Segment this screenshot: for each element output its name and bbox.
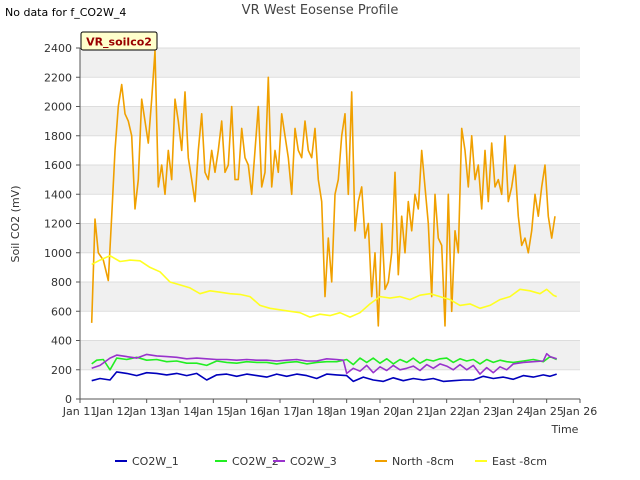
- series-line-co2w-3: [91, 352, 557, 375]
- x-tick-label: Jan 19: [328, 405, 363, 418]
- x-tick-label: Jan 26: [562, 405, 597, 418]
- legend: CO2W_1 CO2W_2 CO2W_3 North -8cm East -8cm: [115, 455, 547, 468]
- x-axis-label: Time: [551, 423, 579, 436]
- x-tick-label: Jan 13: [128, 405, 163, 418]
- plot-band: [80, 282, 580, 312]
- series-line-co2w-1: [91, 371, 557, 383]
- x-tick-label: Jan 25: [528, 405, 563, 418]
- site-label-box: VR_soilco2: [80, 31, 158, 51]
- y-tick-label: 200: [51, 364, 72, 377]
- y-tick-labels: 0 200 400 600 800 1000 1200 1400 1600 1800 2000 220…: [44, 42, 80, 406]
- x-tick-label: Jan 14: [162, 405, 197, 418]
- y-tick-label: 2400: [44, 42, 72, 55]
- legend-label: North -8cm: [392, 455, 454, 468]
- plot-band: [80, 48, 580, 78]
- y-tick-label: 600: [51, 305, 72, 318]
- x-tick-label: Jan 22: [428, 405, 463, 418]
- y-tick-label: 2200: [44, 71, 72, 84]
- x-tick-label: Jan 17: [262, 405, 297, 418]
- y-tick-label: 1800: [44, 130, 72, 143]
- plot-band: [80, 165, 580, 195]
- plot-band: [80, 223, 580, 253]
- x-tick-label: Jan 15: [195, 405, 230, 418]
- series-line-north-8cm: [90, 50, 556, 327]
- plot-bands: [80, 48, 580, 370]
- x-tick-label: Jan 21: [395, 405, 430, 418]
- x-tick-label: Jan 20: [362, 405, 397, 418]
- y-axis-label: Soil CO2 (mV): [9, 186, 22, 263]
- legend-label: East -8cm: [492, 455, 547, 468]
- x-tick-label: Jan 16: [228, 405, 263, 418]
- y-tick-label: 0: [65, 393, 72, 406]
- legend-label: CO2W_3: [290, 455, 337, 468]
- site-label-text: VR_soilco2: [86, 36, 152, 49]
- series-line-co2w-2: [91, 355, 558, 371]
- series-layer: [90, 50, 558, 383]
- plot-band: [80, 340, 580, 370]
- x-tick-label: Jan 18: [295, 405, 330, 418]
- y-tick-label: 1600: [44, 159, 72, 172]
- x-tick-label: Jan 23: [462, 405, 497, 418]
- y-tick-label: 400: [51, 335, 72, 348]
- x-tick-label: Jan 12: [95, 405, 130, 418]
- y-tick-label: 2000: [44, 101, 72, 114]
- chart-title: VR West Eosense Profile: [241, 3, 399, 18]
- x-tick-label: Jan 11: [62, 405, 97, 418]
- series-line-east-8cm: [91, 254, 558, 318]
- x-tick-label: Jan 24: [495, 405, 530, 418]
- y-tick-label: 1400: [44, 188, 72, 201]
- legend-label: CO2W_1: [132, 455, 179, 468]
- legend-label: CO2W_2: [232, 455, 279, 468]
- plot-band: [80, 106, 580, 136]
- no-data-message: No data for f_CO2W_4: [5, 6, 127, 19]
- y-tick-label: 1200: [44, 218, 72, 231]
- y-tick-label: 800: [51, 276, 72, 289]
- y-tick-label: 1000: [44, 247, 72, 260]
